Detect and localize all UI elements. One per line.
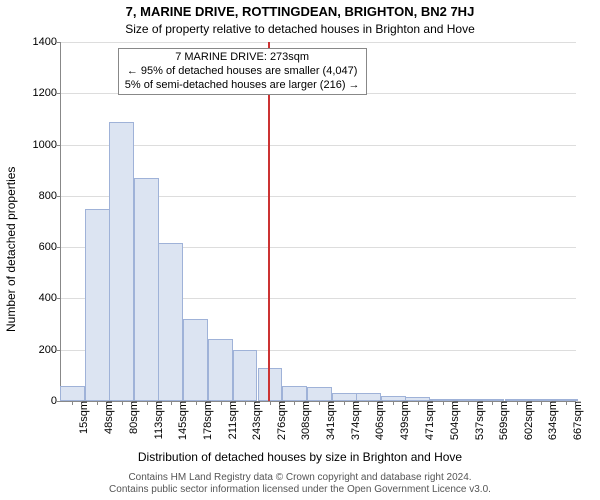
xtick-mark — [566, 401, 567, 405]
ytick-label: 600 — [39, 241, 61, 253]
annotation-box: 7 MARINE DRIVE: 273sqm← 95% of detached … — [118, 48, 367, 95]
xtick-label: 341sqm — [323, 401, 337, 440]
xtick-mark — [72, 401, 73, 405]
xtick-label: 276sqm — [274, 401, 288, 440]
xtick-mark — [97, 401, 98, 405]
histogram-bar — [208, 339, 233, 401]
xtick-mark — [147, 401, 148, 405]
xtick-label: 602sqm — [521, 401, 535, 440]
xtick-label: 667sqm — [570, 401, 584, 440]
plot-area: 020040060080010001200140015sqm48sqm80sqm… — [60, 42, 576, 402]
footnote-line-1: Contains HM Land Registry data © Crown c… — [128, 472, 471, 483]
ytick-label: 200 — [39, 344, 61, 356]
xtick-label: 406sqm — [372, 401, 386, 440]
xtick-mark — [294, 401, 295, 405]
histogram-bar — [85, 209, 110, 401]
ytick-label: 400 — [39, 292, 61, 304]
gridline — [61, 145, 576, 146]
xtick-label: 439sqm — [397, 401, 411, 440]
ytick-label: 1400 — [33, 36, 61, 48]
xtick-mark — [270, 401, 271, 405]
chart-subtitle: Size of property relative to detached ho… — [0, 22, 600, 36]
histogram-bar — [183, 319, 208, 401]
xtick-mark — [541, 401, 542, 405]
histogram-bar — [158, 243, 183, 401]
xtick-label: 634sqm — [545, 401, 559, 440]
annotation-line-3: 5% of semi-detached houses are larger (2… — [125, 79, 360, 93]
xtick-label: 537sqm — [472, 401, 486, 440]
xtick-mark — [368, 401, 369, 405]
gridline — [61, 42, 576, 43]
xtick-mark — [393, 401, 394, 405]
histogram-bar — [258, 368, 283, 401]
xtick-label: 243sqm — [249, 401, 263, 440]
histogram-bar — [332, 393, 357, 401]
annotation-line-1: 7 MARINE DRIVE: 273sqm — [125, 51, 360, 65]
xtick-mark — [418, 401, 419, 405]
xtick-mark — [122, 401, 123, 405]
xtick-mark — [171, 401, 172, 405]
xtick-label: 374sqm — [348, 401, 362, 440]
xtick-mark — [492, 401, 493, 405]
footnote: Contains HM Land Registry data © Crown c… — [0, 472, 600, 496]
xtick-label: 471sqm — [422, 401, 436, 440]
annotation-line-2: ← 95% of detached houses are smaller (4,… — [125, 65, 360, 79]
reference-line — [268, 42, 270, 401]
ytick-label: 1000 — [33, 139, 61, 151]
xtick-label: 80sqm — [126, 401, 140, 434]
xtick-mark — [344, 401, 345, 405]
histogram-bar — [60, 386, 85, 401]
y-axis-label: Number of detached properties — [4, 166, 18, 331]
chart-container: 7, MARINE DRIVE, ROTTINGDEAN, BRIGHTON, … — [0, 0, 600, 500]
xtick-mark — [221, 401, 222, 405]
xtick-label: 211sqm — [225, 401, 239, 439]
chart-title: 7, MARINE DRIVE, ROTTINGDEAN, BRIGHTON, … — [0, 4, 600, 19]
histogram-bar — [282, 386, 307, 401]
xtick-label: 15sqm — [76, 401, 90, 434]
xtick-label: 504sqm — [447, 401, 461, 440]
xtick-label: 145sqm — [175, 401, 189, 440]
xtick-label: 308sqm — [298, 401, 312, 440]
xtick-label: 569sqm — [496, 401, 510, 440]
xtick-mark — [319, 401, 320, 405]
histogram-bar — [356, 393, 381, 401]
xtick-label: 178sqm — [200, 401, 214, 440]
xtick-label: 48sqm — [101, 401, 115, 434]
ytick-label: 800 — [39, 190, 61, 202]
xtick-label: 113sqm — [151, 401, 165, 439]
ytick-label: 1200 — [33, 87, 61, 99]
xtick-mark — [245, 401, 246, 405]
xtick-mark — [468, 401, 469, 405]
histogram-bar — [307, 387, 332, 401]
xtick-mark — [443, 401, 444, 405]
histogram-bar — [134, 178, 159, 401]
histogram-bar — [109, 122, 134, 402]
footnote-line-2: Contains public sector information licen… — [109, 484, 491, 495]
x-axis-label: Distribution of detached houses by size … — [0, 450, 600, 464]
histogram-bar — [233, 350, 258, 401]
xtick-mark — [517, 401, 518, 405]
xtick-mark — [196, 401, 197, 405]
